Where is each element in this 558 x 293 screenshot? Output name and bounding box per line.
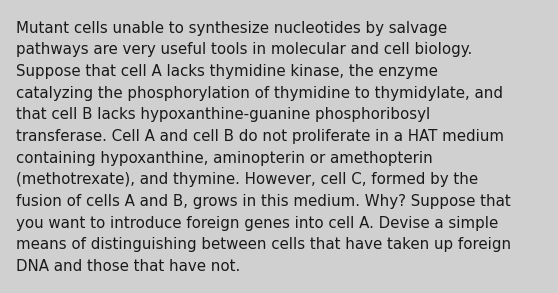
Text: (methotrexate), and thymine. However, cell C, formed by the: (methotrexate), and thymine. However, ce… xyxy=(16,172,478,187)
Text: that cell B lacks hypoxanthine-guanine phosphoribosyl: that cell B lacks hypoxanthine-guanine p… xyxy=(16,107,430,122)
Text: catalyzing the phosphorylation of thymidine to thymidylate, and: catalyzing the phosphorylation of thymid… xyxy=(16,86,503,100)
Text: you want to introduce foreign genes into cell A. Devise a simple: you want to introduce foreign genes into… xyxy=(16,216,498,231)
Text: Mutant cells unable to synthesize nucleotides by salvage: Mutant cells unable to synthesize nucleo… xyxy=(16,21,447,35)
Text: containing hypoxanthine, aminopterin or amethopterin: containing hypoxanthine, aminopterin or … xyxy=(16,151,432,166)
Text: DNA and those that have not.: DNA and those that have not. xyxy=(16,259,240,274)
Text: fusion of cells A and B, grows in this medium. Why? Suppose that: fusion of cells A and B, grows in this m… xyxy=(16,194,511,209)
Text: transferase. Cell A and cell B do not proliferate in a HAT medium: transferase. Cell A and cell B do not pr… xyxy=(16,129,504,144)
Text: pathways are very useful tools in molecular and cell biology.: pathways are very useful tools in molecu… xyxy=(16,42,472,57)
Text: Suppose that cell A lacks thymidine kinase, the enzyme: Suppose that cell A lacks thymidine kina… xyxy=(16,64,437,79)
Text: means of distinguishing between cells that have taken up foreign: means of distinguishing between cells th… xyxy=(16,237,511,252)
